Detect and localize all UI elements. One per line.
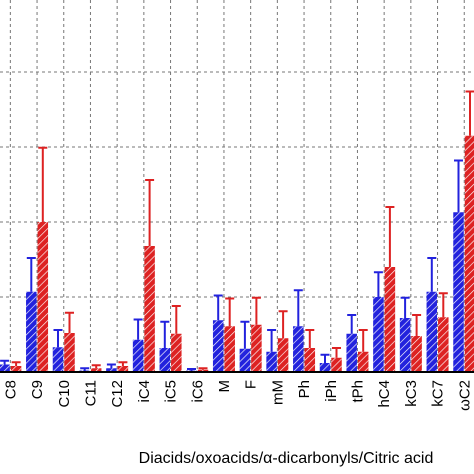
bar-hatch <box>64 333 75 372</box>
x-tick-label: iC6 <box>189 380 206 403</box>
x-tick-label: C11 <box>82 380 99 406</box>
bar-hatch <box>277 338 289 372</box>
x-tick-label: C9 <box>29 380 46 399</box>
bar-hatch <box>197 369 209 372</box>
bar-hatch <box>293 326 304 372</box>
x-tick-label: C10 <box>56 380 73 408</box>
bar-hatch <box>266 351 277 372</box>
bar-hatch <box>411 336 422 372</box>
grid <box>0 0 474 373</box>
bar-hatch <box>304 348 316 372</box>
bar-hatch <box>10 366 22 372</box>
bar-hatch <box>319 363 331 372</box>
x-tick-label: tPh <box>349 380 366 403</box>
x-tick-label: hC4 <box>376 380 393 408</box>
bar-hatch <box>52 347 64 372</box>
x-tick-label: iC5 <box>163 380 180 403</box>
bar-hatch <box>117 366 129 372</box>
bar-hatch <box>37 222 49 372</box>
bar-hatch <box>159 348 171 372</box>
x-tick-label: mM <box>269 380 286 405</box>
x-tick-label: iPh <box>323 380 340 402</box>
bar-hatch <box>90 368 102 372</box>
bar-hatch <box>106 368 117 372</box>
bar-hatch <box>357 351 369 372</box>
bar-hatch <box>399 318 411 372</box>
x-tick-label: C8 <box>2 380 19 399</box>
bar-hatch <box>171 333 182 372</box>
bar-hatch <box>464 135 474 372</box>
bar-hatch <box>346 333 357 372</box>
bar-hatch <box>26 291 37 372</box>
bar-hatch <box>144 246 155 372</box>
bar-hatch <box>224 326 235 372</box>
x-tick-label: M <box>216 380 233 393</box>
bar-hatch <box>453 212 464 372</box>
bar-hatch <box>373 297 384 372</box>
marks <box>0 90 474 372</box>
x-tick-label: kC7 <box>430 380 447 407</box>
x-tick-label: kC3 <box>403 380 420 407</box>
x-axis-label: Diacids/oxoacids/α-dicarbonyls/Citric ac… <box>139 450 434 467</box>
bar-hatch <box>132 339 144 372</box>
bar-hatch <box>212 320 224 372</box>
x-tick-label: iC4 <box>136 380 153 403</box>
bar-hatch <box>384 267 396 372</box>
bar-hatch <box>239 348 251 372</box>
bar-hatch <box>438 317 449 372</box>
x-tick-label: F <box>243 380 260 389</box>
x-tick-label: C12 <box>109 380 126 408</box>
x-tick-label: Ph <box>296 380 313 398</box>
bar-hatch <box>251 324 262 372</box>
bar-hatch <box>331 357 342 372</box>
bar-hatch <box>426 291 438 372</box>
bar-hatch <box>0 364 10 372</box>
x-tick-label: ωC2 <box>456 380 473 411</box>
